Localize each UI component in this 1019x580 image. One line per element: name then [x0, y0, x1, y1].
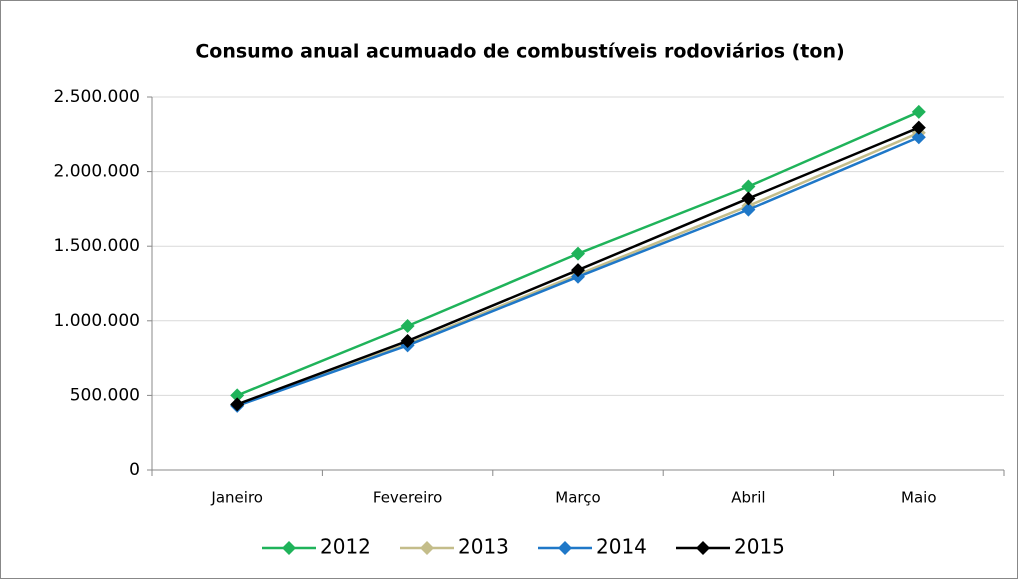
- data-point: [571, 263, 585, 278]
- y-tick-label: 2.500.000: [53, 87, 140, 107]
- data-point: [911, 104, 926, 119]
- data-point: [741, 179, 756, 194]
- y-tick-label: 1.500.000: [53, 236, 140, 256]
- x-tick-label: Janeiro: [210, 489, 263, 507]
- chart-title: Consumo anual acumuado de combustíveis r…: [195, 41, 844, 63]
- legend-marker: [696, 541, 710, 555]
- y-tick-label: 1.000.000: [53, 311, 140, 331]
- x-tick-label: Maio: [901, 489, 936, 507]
- data-point: [230, 397, 245, 412]
- legend-label: 2014: [596, 535, 647, 559]
- legend-label: 2012: [320, 535, 371, 559]
- y-tick-label: 500.000: [70, 385, 140, 405]
- data-point: [741, 202, 756, 217]
- y-tick-label: 0: [129, 460, 140, 480]
- data-point: [400, 319, 415, 334]
- data-point: [400, 333, 415, 348]
- x-tick-label: Abril: [731, 489, 765, 507]
- legend-marker: [558, 541, 572, 555]
- y-tick-label: 2.000.000: [53, 162, 140, 182]
- data-point: [911, 130, 926, 145]
- x-tick-label: Março: [555, 489, 600, 507]
- data-point: [741, 191, 756, 206]
- data-point: [230, 388, 245, 403]
- data-point: [911, 120, 926, 135]
- legend-label: 2013: [458, 535, 509, 559]
- legend-label: 2015: [734, 535, 785, 559]
- x-tick-label: Fevereiro: [373, 489, 442, 507]
- legend-marker: [282, 541, 296, 555]
- legend-marker: [420, 541, 434, 555]
- data-point: [571, 246, 585, 261]
